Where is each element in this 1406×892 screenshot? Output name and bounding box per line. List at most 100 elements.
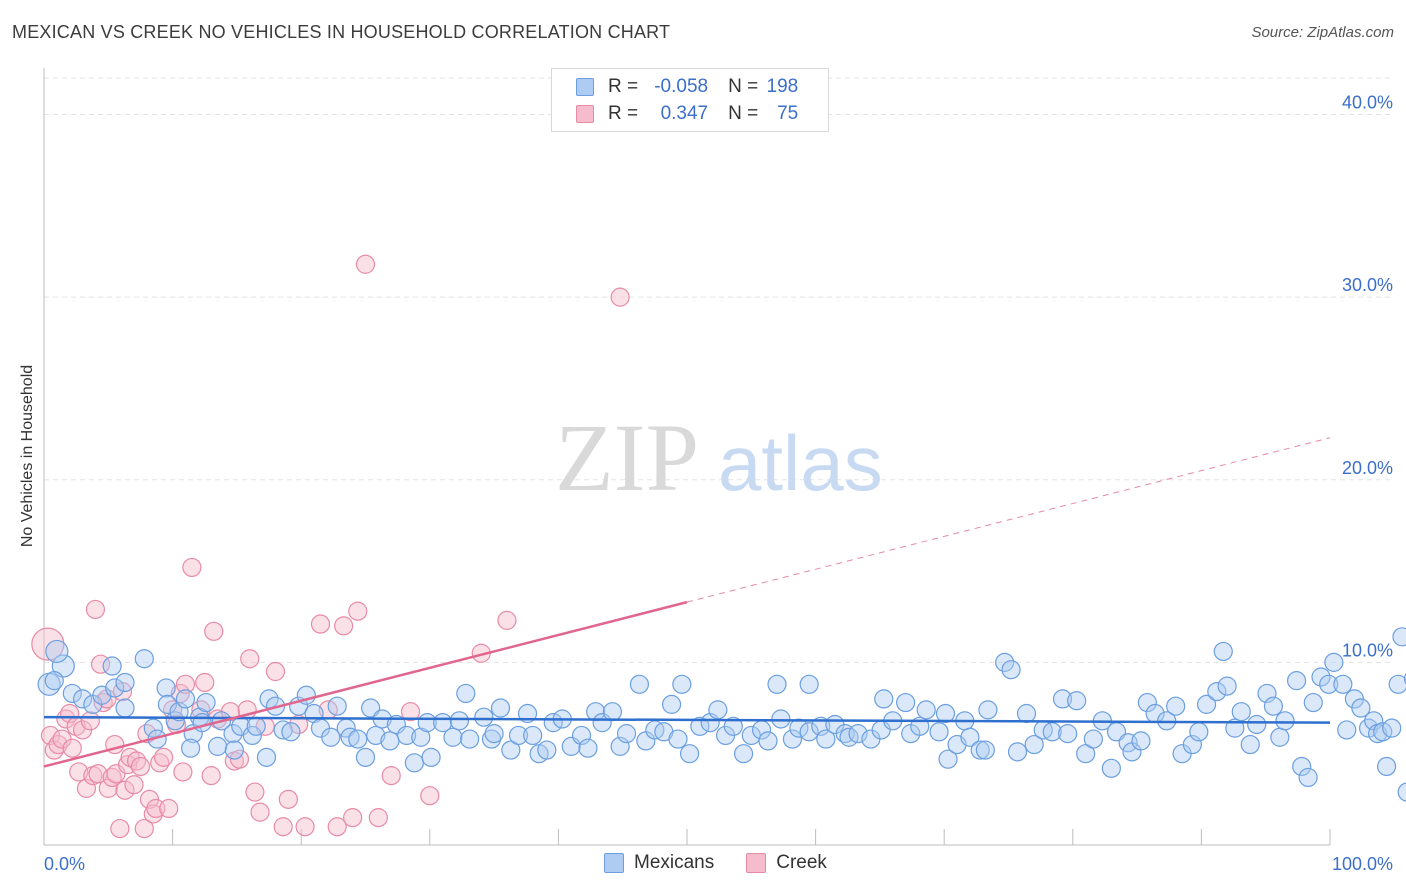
mexicans-point [366,725,386,746]
mexicans-point [758,731,778,751]
mexicans-point [1213,641,1233,662]
creek-point [124,775,144,795]
creek-point [334,616,354,636]
mexicans-point [355,747,376,767]
legend-r-label: R = [608,76,639,97]
mexicans-point [672,674,692,694]
mexicans-point [484,724,504,744]
watermark-zip: ZIP [555,404,699,511]
mexicans-point [771,709,791,729]
mexicans-point [143,718,163,738]
mexicans-point [1270,727,1290,747]
creek-points [31,254,630,839]
creek-point [204,621,224,641]
x-tick-label-max: 100.0% [1332,854,1393,874]
y-tick-label: 10.0% [1342,640,1393,660]
mexicans-point [156,678,176,698]
legend-n-label: N = [728,76,759,97]
mexicans-point [668,729,688,749]
mexicans-point [460,729,480,749]
mexicans-point [661,694,682,714]
legend-n-value-creek: 75 [777,103,799,124]
mexicans-point [970,740,990,760]
mexicans-point [1189,722,1209,742]
creek-point [610,287,630,307]
legend-label-creek: Creek [776,852,827,873]
creek-point [265,661,286,682]
mexicans-point [62,683,82,704]
mexicans-point [1225,718,1245,738]
mexicans-point [690,716,710,736]
mexicans-point [723,716,743,736]
creek-point [115,780,135,800]
legend-swatch-creek [746,853,767,873]
trend-lines [43,437,1331,768]
mexicans-point [256,747,277,767]
mexicans-point [273,720,293,740]
mexicans-point [181,738,201,758]
creek-point [381,766,401,786]
creek-point [310,614,331,634]
creek-point [173,762,193,782]
mexicans-point [134,649,154,669]
mexicans-point [1392,627,1406,647]
mexicans-point [1016,703,1037,724]
mexicans-trend-line [43,715,1331,724]
mexicans-point [935,703,956,724]
mexicans-point [192,713,212,733]
creek-point [130,756,151,777]
mexicans-point [1131,731,1151,751]
mexicans-point [1397,782,1406,802]
mexicans-point [616,724,637,744]
mexicans-point [105,678,125,698]
mexicans-point [1351,698,1371,718]
mexicans-point [196,692,216,713]
creek-point [201,766,221,786]
mexicans-point [602,702,623,722]
mexicans-point [474,707,494,727]
mexicans-point [208,736,228,756]
mexicans-point [816,729,836,749]
legend-swatch-mexicans [604,853,624,873]
creek-point [80,711,100,731]
mexicans-point [421,747,441,767]
mexicans-point [789,718,809,738]
mexicans-point [1388,674,1406,694]
mexicans-point [72,689,93,709]
creek-point [400,702,421,722]
legend-swatch-creek [576,105,594,123]
y-tick-label: 40.0% [1342,93,1393,113]
mexicans-point [916,700,936,720]
mexicans-point [523,725,543,746]
creek-point [273,817,293,837]
axes [43,68,1331,846]
mexicans-point [115,672,135,693]
creek-point [159,798,179,819]
mexicans-point [443,727,463,747]
creek-point [348,601,368,621]
mexicans-point [1217,676,1237,696]
mexicans-point [782,729,803,749]
legend-item-creek[interactable]: Creek [746,852,827,874]
creek-point [497,610,517,630]
mexicans-point [1058,724,1078,744]
creek-trend-line-extension [686,437,1331,603]
legend-item-mexicans[interactable]: Mexicans [604,852,714,874]
mexicans-point [1001,660,1021,680]
mexicans-point [340,727,360,747]
mexicans-point [1207,681,1227,702]
creek-point [245,782,265,802]
mexicans-point [1286,671,1307,691]
creek-point [229,749,250,769]
mexicans-point [975,740,995,760]
mexicans-point [1263,696,1284,716]
mexicans-point [44,671,64,691]
mexicans-point [1292,756,1312,777]
creek-point [295,817,315,837]
mexicans-point [1137,692,1157,713]
mexicans-point [1196,694,1217,714]
source-label: Source: ZipAtlas.com [1251,24,1394,41]
mexicans-point [929,722,949,742]
creek-point [250,802,270,822]
watermark: ZIP atlas [555,404,883,511]
